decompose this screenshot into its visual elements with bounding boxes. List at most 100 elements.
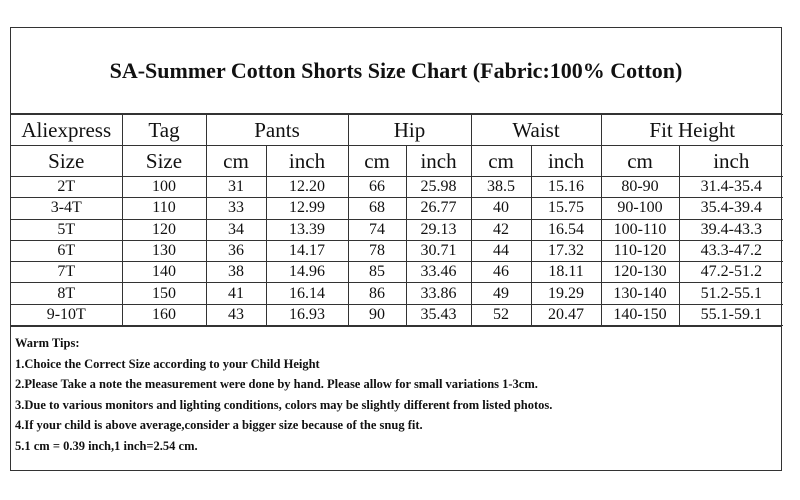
unit-header: cm	[470, 145, 532, 177]
table-cell: 15.16	[530, 175, 602, 199]
header-row-2: Size Size cm inch cm inch cm inch cm inc…	[11, 145, 784, 177]
table-cell: 12.20	[265, 175, 349, 199]
table-cell: 43	[205, 303, 267, 327]
table-cell: 9-10T	[11, 303, 123, 327]
table-cell: 140	[121, 261, 207, 284]
tip-item: 3.Due to various monitors and lighting c…	[15, 397, 553, 412]
table-cell: 90-100	[600, 197, 680, 220]
table-row: 5T 120 34 13.39 74 29.13 42 16.54 100-110 39.4-43…	[11, 218, 784, 241]
table-cell: 31.4-35.4	[678, 175, 784, 199]
table-cell: 14.17	[265, 239, 349, 263]
table-cell: 18.11	[530, 261, 602, 284]
table-cell: 49	[470, 282, 532, 305]
unit-header: cm	[347, 145, 407, 177]
table-cell: 16.93	[265, 303, 349, 327]
tip-item: 4.If your child is above average,conside…	[15, 418, 423, 433]
table-cell: 33	[205, 197, 267, 220]
table-cell: 29.13	[405, 218, 472, 241]
table-cell: 78	[347, 239, 407, 263]
table-cell: 35.43	[405, 303, 472, 327]
table-cell: 120-130	[600, 261, 680, 284]
table-row: 6T 130 36 14.17 78 30.71 44 17.32 110-120 43.3-47…	[11, 239, 784, 263]
tag-header: Tag	[121, 114, 207, 146]
table-cell: 51.2-55.1	[678, 282, 784, 305]
warm-tips: Warm Tips: 1.Choice the Correct Size acc…	[11, 326, 781, 462]
table-cell: 74	[347, 218, 407, 241]
table-cell: 16.14	[265, 282, 349, 305]
table-cell: 46	[470, 261, 532, 284]
table-cell: 66	[347, 175, 407, 199]
size-header: Aliexpress	[11, 114, 123, 146]
table-cell: 7T	[11, 261, 123, 284]
table-cell: 80-90	[600, 175, 680, 199]
table-cell: 43.3-47.2	[678, 239, 784, 263]
unit-header: cm	[205, 145, 267, 177]
table-cell: 47.2-51.2	[678, 261, 784, 284]
table-row: 8T 150 41 16.14 86 33.86 49 19.29 130-140 51.2-55…	[11, 282, 784, 305]
table-cell: 12.99	[265, 197, 349, 220]
table-cell: 38	[205, 261, 267, 284]
unit-header: cm	[600, 145, 680, 177]
table-cell: 6T	[11, 239, 123, 263]
table-row: 3-4T 110 33 12.99 68 26.77 40 15.75 90-100 35.4-3…	[11, 197, 784, 220]
table-cell: 86	[347, 282, 407, 305]
table-cell: 17.32	[530, 239, 602, 263]
table-cell: 25.98	[405, 175, 472, 199]
size-chart: SA-Summer Cotton Shorts Size Chart (Fabr…	[10, 27, 784, 471]
table-cell: 85	[347, 261, 407, 284]
table-cell: 68	[347, 197, 407, 220]
table-cell: 100	[121, 175, 207, 199]
table-cell: 35.4-39.4	[678, 197, 784, 220]
table-cell: 8T	[11, 282, 123, 305]
unit-header: inch	[405, 145, 472, 177]
hip-header: Hip	[347, 114, 472, 146]
size-header-line2: Size	[11, 145, 123, 177]
table-cell: 110	[121, 197, 207, 220]
table-cell: 38.5	[470, 175, 532, 199]
tips-heading: Warm Tips:	[15, 336, 80, 351]
table-cell: 36	[205, 239, 267, 263]
table-cell: 110-120	[600, 239, 680, 263]
tag-header-line2: Size	[121, 145, 207, 177]
tip-item: 2.Please Take a note the measurement wer…	[15, 377, 538, 392]
table-cell: 33.86	[405, 282, 472, 305]
unit-header: inch	[530, 145, 602, 177]
table-cell: 15.75	[530, 197, 602, 220]
table-cell: 20.47	[530, 303, 602, 327]
table-row: 2T 100 31 12.20 66 25.98 38.5 15.16 80-90 31.4-35…	[11, 175, 784, 199]
table-cell: 14.96	[265, 261, 349, 284]
table-cell: 30.71	[405, 239, 472, 263]
table-row: 7T 140 38 14.96 85 33.46 46 18.11 120-130 47.2-51…	[11, 261, 784, 284]
unit-header: inch	[265, 145, 349, 177]
fit-height-header: Fit Height	[600, 114, 784, 146]
header-row-1: Aliexpress Tag Pants Hip Waist Fit Heigh…	[11, 114, 784, 146]
table-cell: 52	[470, 303, 532, 327]
chart-title: SA-Summer Cotton Shorts Size Chart (Fabr…	[11, 28, 781, 114]
table-cell: 39.4-43.3	[678, 218, 784, 241]
table-cell: 100-110	[600, 218, 680, 241]
table-cell: 16.54	[530, 218, 602, 241]
table-cell: 44	[470, 239, 532, 263]
tip-item: 5.1 cm = 0.39 inch,1 inch=2.54 cm.	[15, 438, 198, 453]
table-cell: 2T	[11, 175, 123, 199]
table-row: 9-10T 160 43 16.93 90 35.43 52 20.47 140-150 55.1…	[11, 303, 784, 327]
tip-item: 1.Choice the Correct Size according to y…	[15, 356, 320, 371]
table-cell: 19.29	[530, 282, 602, 305]
table-cell: 150	[121, 282, 207, 305]
table-cell: 34	[205, 218, 267, 241]
table-cell: 40	[470, 197, 532, 220]
table-cell: 130-140	[600, 282, 680, 305]
table-cell: 13.39	[265, 218, 349, 241]
table-cell: 26.77	[405, 197, 472, 220]
table-cell: 41	[205, 282, 267, 305]
table-cell: 90	[347, 303, 407, 327]
table-cell: 160	[121, 303, 207, 327]
table-cell: 120	[121, 218, 207, 241]
table-cell: 42	[470, 218, 532, 241]
table-cell: 140-150	[600, 303, 680, 327]
size-table: Aliexpress Tag Pants Hip Waist Fit Heigh…	[11, 114, 784, 327]
table-cell: 3-4T	[11, 197, 123, 220]
table-cell: 33.46	[405, 261, 472, 284]
table-cell: 31	[205, 175, 267, 199]
table-cell: 130	[121, 239, 207, 263]
